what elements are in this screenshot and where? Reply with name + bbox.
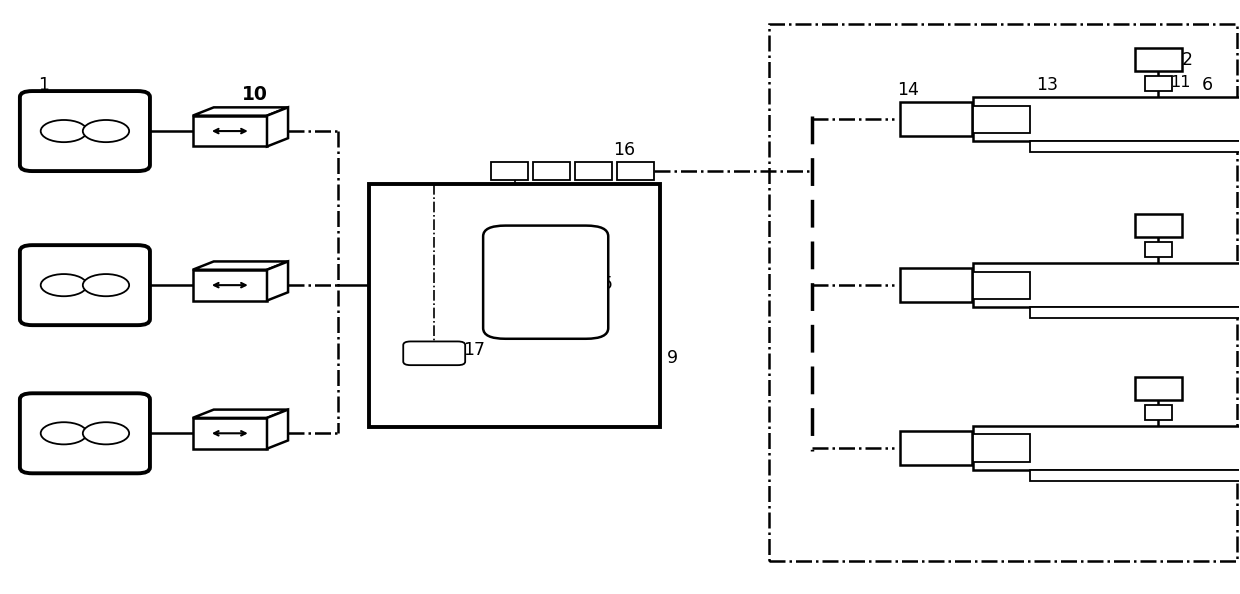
Circle shape: [41, 120, 87, 142]
Text: 11: 11: [1171, 75, 1192, 90]
Bar: [769, 24, 1236, 561]
FancyBboxPatch shape: [403, 342, 465, 365]
Polygon shape: [267, 410, 288, 448]
Circle shape: [83, 274, 129, 296]
Text: 1: 1: [38, 76, 50, 94]
Text: 12: 12: [1171, 50, 1193, 68]
Bar: [1145, 242, 1172, 257]
Polygon shape: [192, 261, 288, 270]
Polygon shape: [192, 270, 267, 301]
Bar: [575, 162, 613, 179]
Text: 10: 10: [242, 86, 268, 105]
FancyBboxPatch shape: [20, 91, 150, 171]
Bar: [973, 271, 1030, 299]
Bar: [1135, 377, 1182, 400]
Text: 16: 16: [614, 141, 635, 159]
FancyBboxPatch shape: [484, 226, 609, 339]
Text: 6: 6: [1202, 76, 1213, 94]
Circle shape: [83, 120, 129, 142]
Polygon shape: [192, 116, 267, 147]
Text: 9: 9: [666, 349, 677, 366]
Bar: [1030, 470, 1240, 481]
Text: 17: 17: [463, 341, 485, 359]
Text: 15: 15: [591, 275, 613, 293]
Bar: [900, 431, 972, 465]
Polygon shape: [192, 418, 267, 448]
Circle shape: [83, 422, 129, 444]
Bar: [1135, 214, 1182, 237]
Bar: [1030, 307, 1240, 318]
Polygon shape: [192, 108, 288, 116]
FancyBboxPatch shape: [20, 393, 150, 473]
Text: 14: 14: [898, 81, 919, 99]
Bar: [973, 97, 1240, 141]
FancyBboxPatch shape: [20, 245, 150, 325]
Polygon shape: [267, 261, 288, 301]
Polygon shape: [267, 108, 288, 147]
Bar: [618, 162, 653, 179]
Bar: [973, 426, 1240, 470]
Circle shape: [41, 274, 87, 296]
Bar: [370, 184, 660, 427]
Bar: [900, 268, 972, 302]
Bar: [973, 434, 1030, 462]
Bar: [900, 102, 972, 137]
Text: 13: 13: [1037, 76, 1058, 94]
Polygon shape: [192, 410, 288, 418]
Bar: [533, 162, 570, 179]
Bar: [491, 162, 528, 179]
Circle shape: [41, 422, 87, 444]
Bar: [1145, 405, 1172, 420]
Bar: [1135, 48, 1182, 71]
Bar: [1030, 141, 1240, 152]
Bar: [973, 106, 1030, 133]
Bar: [973, 263, 1240, 307]
Bar: [1145, 75, 1172, 91]
